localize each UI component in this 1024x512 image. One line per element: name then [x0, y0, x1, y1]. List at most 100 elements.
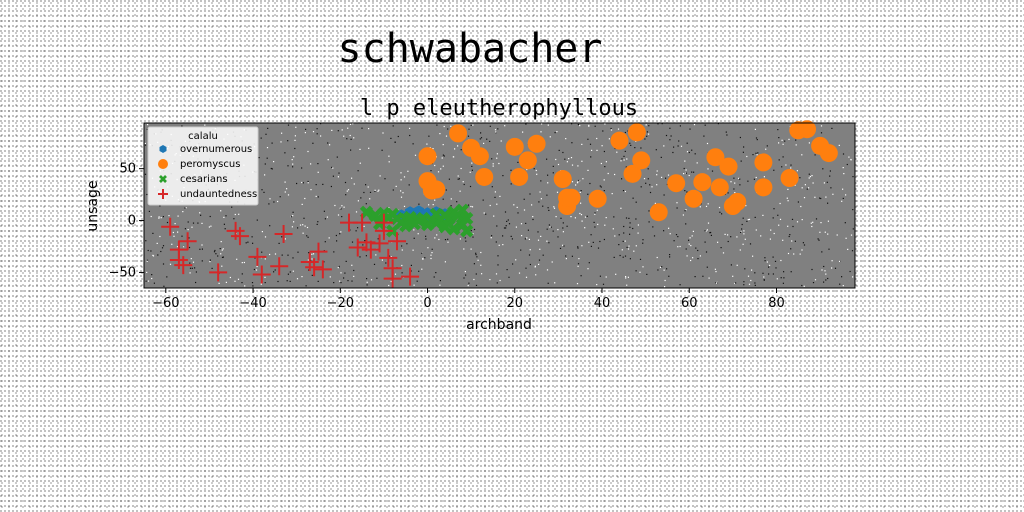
- noise-dot: [596, 284, 598, 286]
- noise-dot: [222, 256, 224, 258]
- noise-dot: [160, 217, 162, 219]
- noise-dot: [717, 123, 719, 125]
- noise-dot: [417, 233, 419, 235]
- noise-dot: [471, 162, 473, 164]
- noise-dot: [329, 276, 331, 278]
- noise-dot: [355, 230, 357, 232]
- noise-dot: [328, 237, 330, 239]
- noise-dot: [821, 269, 823, 271]
- noise-dot: [422, 257, 424, 260]
- noise-dot: [822, 168, 824, 170]
- noise-dot: [351, 241, 354, 243]
- noise-dot: [562, 222, 564, 224]
- noise-dot: [626, 158, 628, 160]
- noise-dot: [769, 264, 771, 266]
- noise-dot: [520, 249, 522, 251]
- noise-dot: [590, 234, 592, 236]
- noise-dot: [825, 279, 827, 281]
- noise-dot: [338, 172, 340, 174]
- noise-dot: [150, 250, 152, 252]
- noise-dot: [350, 149, 352, 151]
- noise-dot: [326, 216, 328, 218]
- noise-dot: [438, 238, 440, 241]
- noise-dot: [496, 282, 498, 284]
- noise-dot: [351, 280, 353, 282]
- noise-dot: [173, 235, 175, 237]
- noise-dot: [507, 219, 509, 221]
- noise-dot: [823, 265, 825, 268]
- noise-dot: [540, 180, 542, 182]
- noise-dot: [754, 282, 756, 284]
- noise-dot: [673, 146, 675, 148]
- noise-dot: [717, 241, 719, 243]
- point-circle: [627, 123, 646, 142]
- noise-dot: [725, 131, 727, 133]
- noise-dot: [739, 184, 741, 186]
- point-circle: [693, 173, 712, 192]
- noise-dot: [320, 135, 322, 137]
- point-x: [368, 208, 382, 222]
- noise-dot: [525, 222, 527, 224]
- noise-dot: [647, 168, 649, 170]
- noise-dot: [347, 280, 349, 282]
- noise-dot: [766, 261, 768, 263]
- noise-dot: [191, 267, 193, 269]
- noise-dot: [394, 141, 396, 143]
- noise-dot: [182, 211, 184, 213]
- noise-dot: [580, 202, 582, 204]
- noise-dot: [733, 177, 735, 179]
- noise-dot: [676, 207, 678, 209]
- noise-dot: [156, 242, 158, 244]
- noise-dot: [297, 251, 299, 253]
- point-plus: [270, 257, 289, 276]
- noise-dot: [841, 276, 843, 278]
- noise-dot: [489, 204, 491, 207]
- noise-dot: [626, 246, 628, 248]
- noise-dot: [679, 284, 681, 286]
- noise-dot: [802, 242, 804, 244]
- noise-dot: [327, 159, 329, 161]
- noise-dot: [752, 154, 754, 156]
- noise-dot: [819, 197, 821, 199]
- legend-label: overnumerous: [180, 144, 252, 155]
- noise-dot: [147, 249, 149, 252]
- noise-dot: [625, 276, 627, 278]
- noise-dot: [413, 237, 415, 239]
- noise-dot: [740, 160, 742, 162]
- noise-dot: [778, 142, 780, 144]
- noise-dot: [388, 284, 390, 287]
- noise-dot: [351, 177, 353, 179]
- noise-dot: [542, 254, 544, 256]
- noise-dot: [682, 214, 684, 216]
- noise-dot: [360, 197, 362, 199]
- x-axis-label: archband: [466, 317, 532, 333]
- noise-dot: [604, 224, 606, 226]
- noise-dot: [494, 196, 496, 198]
- point-plus: [161, 217, 180, 236]
- noise-dot: [547, 174, 549, 176]
- noise-dot: [255, 269, 258, 271]
- noise-dot: [435, 272, 437, 274]
- noise-dot: [715, 271, 717, 273]
- noise-dot: [370, 279, 373, 281]
- noise-dot: [845, 237, 847, 239]
- noise-dot: [576, 182, 579, 184]
- noise-dot: [340, 272, 342, 274]
- noise-dot: [363, 225, 365, 227]
- noise-dot: [808, 187, 810, 189]
- noise-dot: [811, 175, 813, 177]
- noise-dot: [292, 166, 294, 168]
- legend-item: overnumerous: [159, 144, 252, 155]
- noise-dot: [388, 161, 390, 163]
- noise-dot: [470, 248, 472, 250]
- noise-dot: [580, 190, 582, 192]
- noise-dot: [565, 258, 567, 260]
- noise-dot: [454, 148, 456, 150]
- noise-dot: [359, 256, 361, 258]
- noise-dot: [368, 147, 370, 149]
- noise-dot: [711, 170, 714, 172]
- noise-dot: [307, 259, 309, 261]
- noise-dot: [465, 240, 467, 242]
- noise-dot: [547, 207, 549, 209]
- noise-dot: [814, 279, 817, 281]
